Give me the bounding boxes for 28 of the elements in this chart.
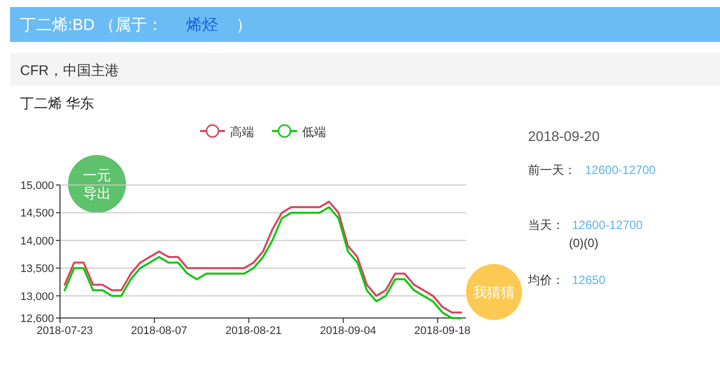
x-tick-label: 2018-09-04: [320, 325, 376, 337]
y-tick-label: 13,000: [20, 290, 54, 303]
y-tick-label: 15,000: [20, 180, 54, 192]
y-tick-label: 13,500: [20, 263, 54, 276]
chart-title: 丁二烯 华东: [20, 95, 94, 111]
text: 丁二烯:BD （属于：: [20, 16, 164, 34]
x-tick-label: 2018-08-07: [131, 325, 188, 337]
text: 均价：: [527, 273, 564, 287]
x-tick-label: 2018-08-21: [225, 325, 282, 337]
text: ）: [236, 17, 252, 34]
text: 2018-09-20: [528, 128, 600, 144]
y-tick-label: 14,000: [20, 235, 54, 248]
text: CFR，中国主港: [20, 62, 119, 78]
text: 当天：: [528, 218, 564, 232]
annotation: 一元导出: [83, 167, 111, 201]
text: 12600-12700: [585, 163, 656, 177]
x-tick-label: 2018-09-18: [414, 325, 471, 337]
y-tick-label: 12,600: [20, 313, 54, 325]
text: 烯烃: [186, 16, 218, 34]
text: 我猜猜: [473, 284, 515, 300]
y-tick-label: 14,500: [20, 208, 54, 220]
x-tick-label: 2018-07-23: [36, 325, 93, 337]
text: 12650: [572, 273, 606, 287]
legend-label: 高端: [230, 125, 254, 139]
text: 12600-12700: [572, 218, 644, 232]
text: 前一天：: [528, 163, 576, 177]
legend-label: 低端: [302, 125, 326, 139]
text: (0)(0): [569, 236, 598, 250]
